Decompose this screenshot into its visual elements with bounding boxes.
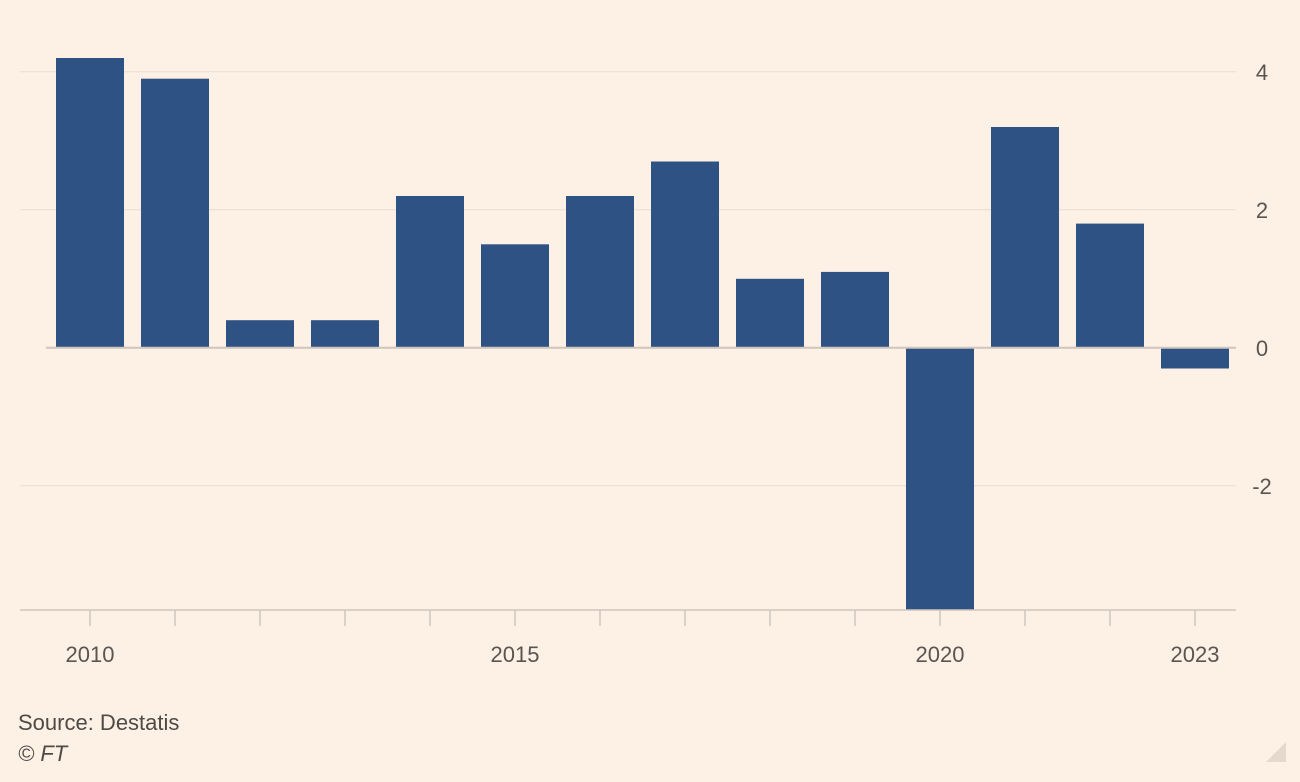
bar	[481, 244, 549, 348]
bar	[226, 320, 294, 348]
bar	[736, 278, 804, 348]
y-tick-label: 2	[1256, 198, 1268, 223]
y-tick-label: 0	[1256, 336, 1268, 361]
bars	[56, 58, 1229, 610]
bar	[991, 127, 1059, 348]
x-tick-label: 2023	[1171, 642, 1220, 667]
bar	[651, 161, 719, 348]
bar	[566, 196, 634, 348]
x-tick-label: 2015	[491, 642, 540, 667]
bar	[906, 347, 974, 610]
x-tick-label: 2010	[66, 642, 115, 667]
y-tick-label: 4	[1256, 60, 1268, 85]
bar	[56, 58, 124, 348]
source-note: Source: Destatis	[18, 710, 180, 735]
resize-grip-icon[interactable]	[1266, 742, 1286, 762]
x-axis: 2010 2015 2020 2023	[20, 609, 1236, 667]
y-axis-ticks: 4 2 0 -2	[1252, 60, 1272, 499]
copyright-credit: © FT	[18, 741, 68, 766]
bar	[141, 78, 209, 348]
bar	[1161, 347, 1229, 369]
bar	[821, 271, 889, 348]
x-tick-label: 2020	[916, 642, 965, 667]
y-tick-label: -2	[1252, 474, 1272, 499]
bar	[1076, 223, 1144, 348]
bar	[396, 196, 464, 348]
bar	[311, 320, 379, 348]
